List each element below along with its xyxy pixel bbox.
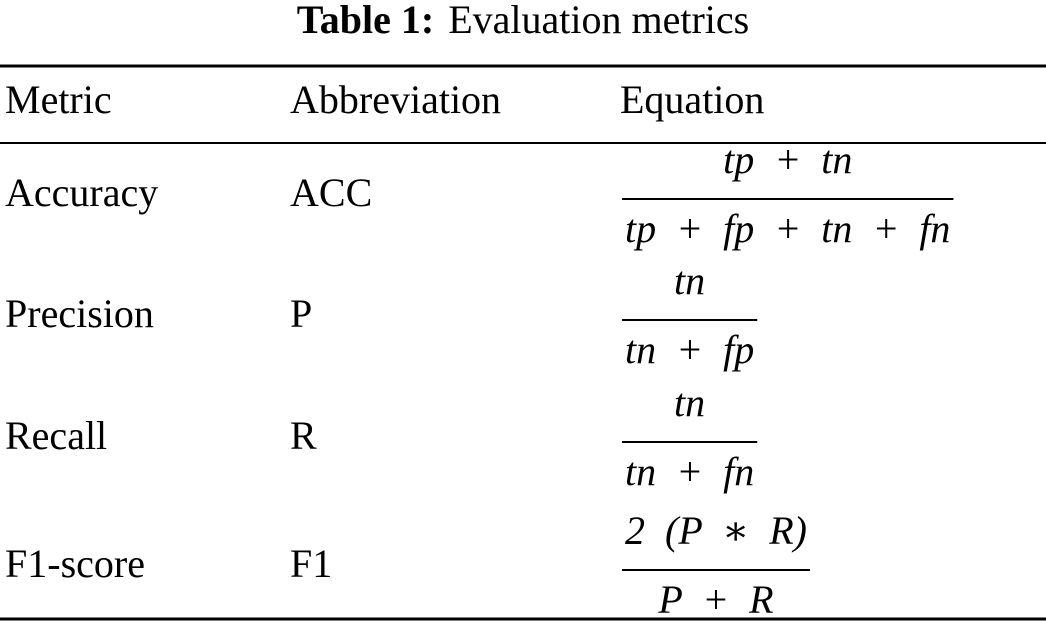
equation-numerator: 2 (P ∗ R) (625, 508, 807, 553)
header-cell: Metric (5, 77, 112, 122)
abbreviation-cell: R (290, 413, 317, 458)
abbreviation-cell: P (290, 291, 312, 336)
abbreviation-cell: F1 (290, 541, 332, 586)
metric-cell: F1-score (5, 541, 145, 586)
caption-text: Evaluation metrics (448, 0, 749, 42)
abbreviation-cell: ACC (290, 170, 372, 215)
equation-numerator: tp + tn (723, 137, 852, 182)
header-cell: Abbreviation (290, 77, 501, 122)
caption: Table 1: Evaluation metrics (297, 0, 749, 42)
equation-denominator: tp + fp + tn + fn (625, 206, 950, 251)
equation-denominator: tn + fn (625, 449, 754, 494)
equation-numerator: tn (674, 380, 705, 425)
metric-cell: Precision (5, 291, 154, 336)
equation-denominator: P + R (657, 577, 773, 622)
equation-numerator: tn (674, 258, 705, 303)
caption-label: Table 1: (297, 0, 434, 42)
metric-cell: Accuracy (5, 170, 158, 215)
equation-denominator: tn + fp (625, 327, 754, 372)
metric-cell: Recall (5, 413, 107, 458)
header-cell: Equation (620, 77, 764, 122)
